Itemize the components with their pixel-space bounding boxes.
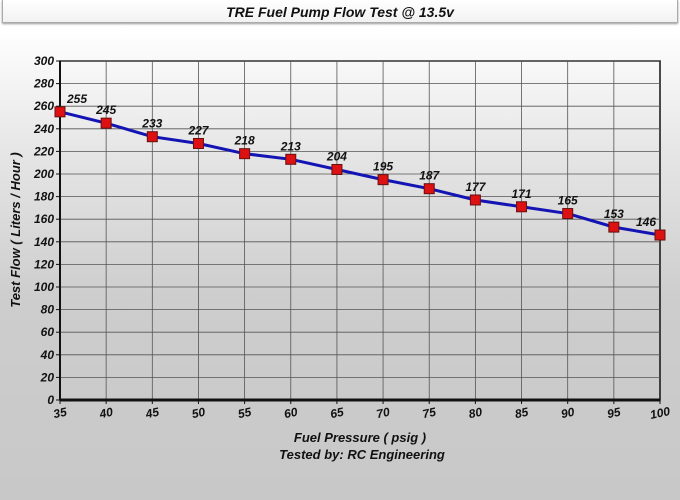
x-tick-label: 100	[649, 404, 672, 422]
y-tick-label: 40	[40, 348, 55, 362]
data-point	[192, 137, 204, 149]
plot-area	[60, 61, 660, 400]
x-tick-label: 50	[190, 405, 206, 422]
x-tick-label: 55	[237, 405, 253, 422]
data-label: 187	[419, 169, 440, 183]
y-tick-label: 100	[34, 280, 54, 294]
x-tick-label: 70	[375, 405, 391, 422]
data-point	[239, 148, 251, 160]
y-tick-label: 300	[34, 54, 54, 68]
data-point	[423, 183, 435, 195]
data-label: 153	[604, 207, 624, 221]
data-label: 165	[558, 194, 578, 208]
data-label: 171	[512, 187, 532, 201]
x-axis-label: Fuel Pressure ( psig )	[294, 430, 426, 445]
data-point	[608, 221, 620, 233]
chart-title: TRE Fuel Pump Flow Test @ 13.5v	[2, 0, 678, 23]
series-line	[59, 110, 661, 237]
y-tick-label: 280	[33, 77, 54, 91]
data-point	[469, 194, 481, 206]
data-label: 204	[326, 149, 347, 163]
chart-subtitle: Tested by: RC Engineering	[279, 447, 445, 462]
data-label: 245	[95, 103, 116, 117]
data-label: 146	[636, 215, 656, 229]
x-tick-label: 65	[329, 405, 345, 422]
data-point	[516, 201, 528, 213]
x-tick-label: 80	[467, 405, 483, 422]
data-point	[54, 106, 66, 118]
x-tick-label: 45	[143, 405, 160, 422]
data-label: 213	[280, 139, 301, 153]
x-tick-label: 60	[283, 405, 299, 422]
data-point	[654, 229, 666, 241]
y-tick-label: 160	[34, 212, 54, 226]
y-tick-label: 260	[33, 99, 54, 113]
data-point	[100, 117, 112, 129]
x-tick-label: 40	[97, 405, 114, 422]
y-tick-label: 240	[33, 122, 54, 136]
y-tick-label: 60	[41, 325, 55, 339]
y-tick-label: 20	[40, 370, 55, 384]
y-tick-label: 140	[34, 235, 54, 249]
y-tick-label: 200	[33, 167, 54, 181]
y-axis-label: Test Flow ( Liters / Hour )	[8, 152, 23, 308]
y-tick-label: 80	[41, 303, 55, 317]
x-tick-label: 35	[52, 405, 68, 422]
data-point	[331, 163, 343, 175]
data-label: 255	[66, 92, 87, 106]
data-label: 218	[234, 134, 255, 148]
x-tick-label: 85	[514, 405, 530, 422]
x-tick-label: 95	[606, 405, 622, 422]
data-point	[285, 153, 297, 165]
x-tick-label: 75	[421, 405, 437, 422]
data-label: 195	[373, 160, 393, 174]
y-tick-label: 120	[34, 257, 54, 271]
y-tick-label: 180	[34, 190, 54, 204]
y-tick-label: 0	[47, 393, 54, 407]
x-tick-label: 90	[560, 405, 576, 422]
data-label: 233	[141, 117, 162, 131]
y-tick-label: 220	[33, 144, 54, 158]
data-point	[377, 174, 389, 186]
data-point	[562, 208, 574, 220]
plot-border	[59, 60, 661, 401]
data-label: 227	[187, 123, 209, 137]
data-label: 177	[465, 180, 486, 194]
data-point	[146, 131, 158, 143]
